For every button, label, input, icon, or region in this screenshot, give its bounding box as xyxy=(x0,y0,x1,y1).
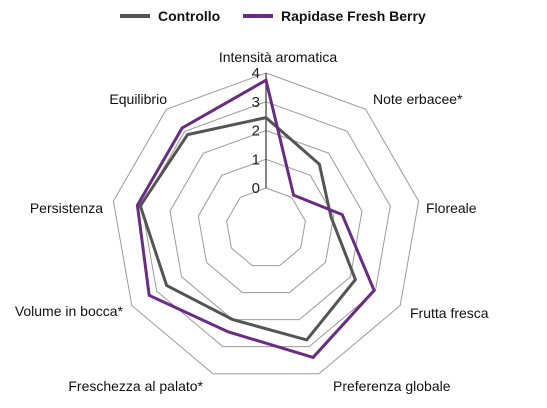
category-label: Frutta fresca xyxy=(410,305,489,321)
legend-label: Controllo xyxy=(158,8,220,24)
legend-label: Rapidase Fresh Berry xyxy=(281,8,426,24)
series-line-1 xyxy=(138,115,358,342)
category-label: Equilibrio xyxy=(109,91,167,107)
category-label: Note erbacee* xyxy=(373,91,463,107)
category-labels: Intensità aromatica Note erbacee* Floreale… xyxy=(15,49,489,394)
category-label: Intensità aromatica xyxy=(219,49,337,65)
series-layer xyxy=(135,77,376,360)
tick-label: 1 xyxy=(252,151,260,168)
series-line-2 xyxy=(135,77,376,360)
tick-label: 3 xyxy=(252,94,260,111)
category-label: Persistenza xyxy=(30,200,103,216)
tick-label: 0 xyxy=(252,180,260,197)
category-label: Floreale xyxy=(426,200,477,216)
grid-ring-2 xyxy=(169,129,363,321)
radial-ticks: 0 1 2 3 4 xyxy=(252,65,260,197)
tick-label: 2 xyxy=(252,123,260,140)
legend: Controllo Rapidase Fresh Berry xyxy=(120,8,426,24)
grid-ring-4 xyxy=(112,72,420,375)
grid-ring-1 xyxy=(197,158,335,294)
category-label: Preferenza globale xyxy=(333,378,451,394)
grid-ring-0 xyxy=(226,187,306,267)
tick-label: 4 xyxy=(252,65,260,82)
category-label: Freschezza al palato* xyxy=(68,378,203,394)
category-label: Volume in bocca* xyxy=(15,303,124,319)
